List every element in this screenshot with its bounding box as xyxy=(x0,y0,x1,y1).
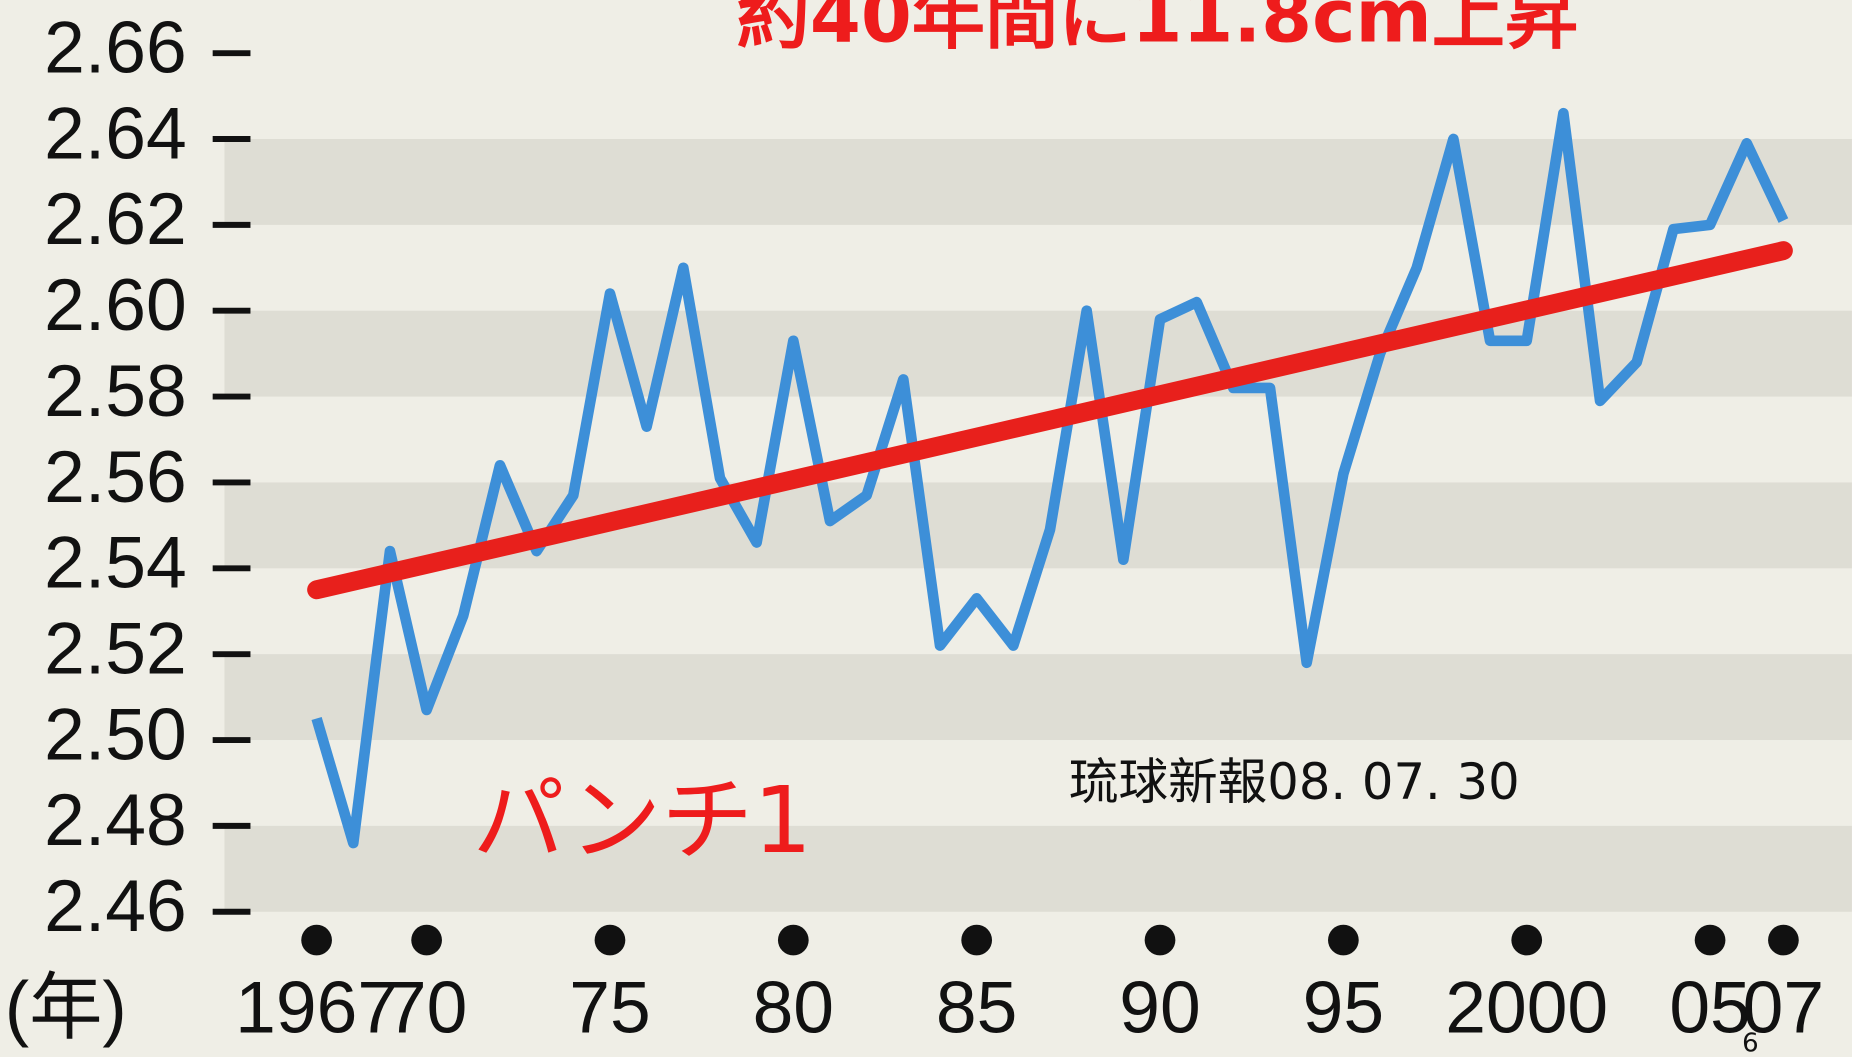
x-tick-label: 95 xyxy=(1303,967,1384,1049)
stripe-band xyxy=(224,310,1852,397)
y-tick-label: 2.60 xyxy=(44,264,187,346)
x-tick-dot xyxy=(961,924,993,956)
stripe-band xyxy=(224,139,1852,225)
x-tick-label: 90 xyxy=(1119,967,1200,1049)
x-tick-dot xyxy=(301,924,332,956)
y-tick-label: 2.50 xyxy=(44,693,187,775)
x-unit-label: (年) xyxy=(5,967,127,1049)
trend-line xyxy=(307,241,1793,600)
y-tick-label: 2.64 xyxy=(44,92,187,174)
y-tick-label: 2.56 xyxy=(44,436,187,518)
x-tick-dot xyxy=(1768,924,1799,956)
x-tick-dot xyxy=(1511,924,1543,956)
x-tick-label: 05 xyxy=(1669,967,1750,1049)
stripe-band xyxy=(224,825,1852,912)
x-tick-dot xyxy=(1328,924,1359,956)
y-tick-label: 2.66 xyxy=(44,6,187,88)
x-tick-label: 70 xyxy=(386,967,467,1049)
x-tick-dot xyxy=(1694,924,1726,956)
stripe-bands xyxy=(224,139,1852,912)
chart-title: 約40年間に11.8cm上昇 xyxy=(737,0,1579,59)
y-tick-label: 2.48 xyxy=(44,779,187,861)
annotation: パンチ1 xyxy=(472,767,812,874)
x-tick-label: 07 xyxy=(1743,967,1824,1049)
y-tick-label: 2.62 xyxy=(44,178,187,260)
annotation: 琉球新報08. 07. 30 xyxy=(1069,753,1520,811)
x-tick-label: 1967 xyxy=(235,967,398,1049)
data-line xyxy=(311,107,1789,849)
y-tick-label: 2.54 xyxy=(44,522,187,604)
x-tick-dot xyxy=(777,924,809,956)
y-tick-label: 2.46 xyxy=(44,865,187,947)
x-tick-label: 75 xyxy=(569,967,650,1049)
x-tick-dot xyxy=(1144,924,1176,956)
x-tick-label: 80 xyxy=(753,967,834,1049)
page-number: 6 xyxy=(1742,1029,1759,1057)
x-tick-dot xyxy=(411,924,442,956)
y-tick-label: 2.52 xyxy=(44,608,187,690)
x-tick-dot xyxy=(594,924,626,956)
stripe-band xyxy=(224,654,1852,741)
x-tick-label: 85 xyxy=(936,967,1017,1049)
y-tick-label: 2.58 xyxy=(44,350,187,432)
x-tick-label: 2000 xyxy=(1445,967,1608,1049)
